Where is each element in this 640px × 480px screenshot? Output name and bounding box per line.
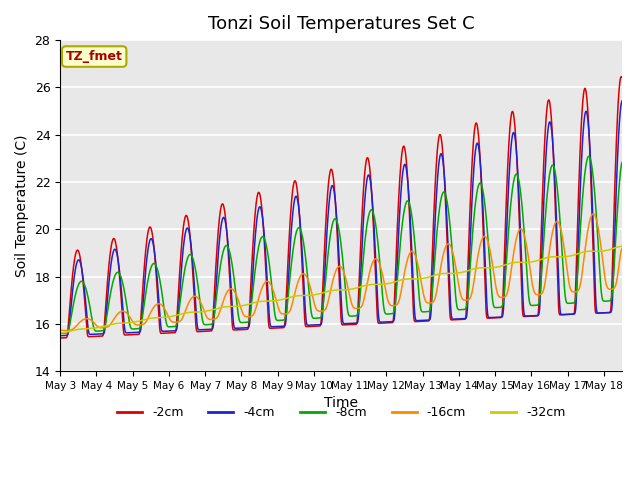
Title: Tonzi Soil Temperatures Set C: Tonzi Soil Temperatures Set C [208, 15, 474, 33]
Y-axis label: Soil Temperature (C): Soil Temperature (C) [15, 134, 29, 277]
X-axis label: Time: Time [324, 396, 358, 410]
Legend: -2cm, -4cm, -8cm, -16cm, -32cm: -2cm, -4cm, -8cm, -16cm, -32cm [112, 401, 570, 424]
Text: TZ_fmet: TZ_fmet [66, 50, 123, 63]
